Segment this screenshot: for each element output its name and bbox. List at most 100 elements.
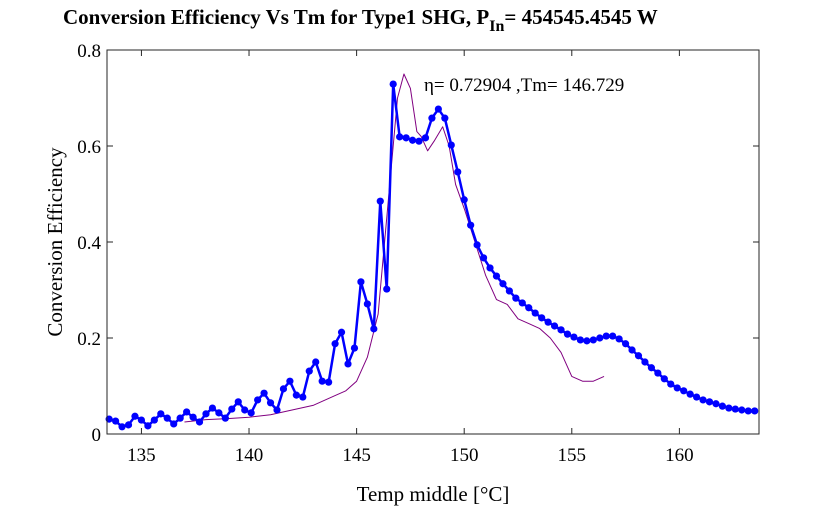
- marker: [228, 405, 236, 413]
- marker: [370, 325, 378, 333]
- marker: [525, 304, 533, 312]
- marker: [751, 407, 759, 415]
- marker: [550, 322, 559, 330]
- marker: [654, 369, 662, 377]
- marker: [454, 168, 462, 176]
- marker: [667, 380, 675, 388]
- marker: [473, 241, 481, 249]
- marker: [583, 337, 591, 345]
- marker: [241, 406, 249, 414]
- marker: [576, 336, 584, 344]
- marker: [415, 137, 423, 145]
- marker: [544, 318, 552, 326]
- marker: [396, 133, 404, 141]
- marker: [383, 285, 391, 293]
- marker: [738, 406, 746, 414]
- marker: [189, 413, 197, 421]
- marker: [744, 407, 752, 415]
- y-tick-label: 0: [92, 425, 102, 446]
- marker: [279, 385, 288, 393]
- marker: [686, 390, 694, 398]
- marker: [467, 221, 475, 229]
- marker: [699, 396, 707, 404]
- marker: [725, 404, 733, 412]
- series-line: [184, 73, 605, 423]
- marker: [718, 402, 727, 410]
- marker: [318, 377, 326, 385]
- marker: [447, 141, 455, 149]
- marker: [183, 408, 191, 416]
- plot-area: [105, 73, 759, 431]
- marker: [692, 393, 701, 401]
- marker: [131, 412, 139, 420]
- marker: [124, 421, 133, 429]
- marker: [557, 326, 565, 334]
- marker: [441, 114, 449, 122]
- marker: [499, 280, 507, 288]
- marker: [647, 364, 656, 372]
- marker: [344, 360, 352, 368]
- title-main: Conversion Efficiency Vs Tm for Type1 SH…: [63, 5, 489, 29]
- marker: [512, 294, 520, 302]
- marker: [712, 400, 720, 408]
- marker: [538, 314, 546, 322]
- marker: [705, 398, 714, 406]
- marker: [208, 404, 217, 412]
- marker: [402, 134, 410, 142]
- marker: [337, 328, 346, 336]
- chart-title: Conversion Efficiency Vs Tm for Type1 SH…: [63, 5, 658, 35]
- marker: [247, 409, 255, 417]
- x-axis-label: Temp middle [°C]: [357, 482, 510, 506]
- marker: [254, 396, 262, 404]
- marker: [628, 346, 636, 354]
- marker: [357, 278, 365, 286]
- marker: [479, 254, 488, 262]
- marker: [731, 405, 739, 413]
- marker: [221, 414, 229, 422]
- marker: [215, 409, 223, 417]
- marker: [137, 416, 146, 424]
- marker: [363, 300, 371, 308]
- marker: [273, 406, 281, 414]
- x-tick-label: 140: [235, 445, 264, 466]
- marker: [486, 264, 494, 272]
- y-tick-label: 0.6: [77, 137, 101, 158]
- marker: [460, 196, 468, 204]
- x-tick-label: 150: [450, 445, 479, 466]
- x-tick-label: 160: [665, 445, 694, 466]
- x-tick-label: 155: [558, 445, 587, 466]
- marker: [170, 420, 178, 428]
- marker: [176, 414, 184, 422]
- marker: [505, 287, 513, 295]
- marker: [641, 358, 649, 366]
- title-suffix: = 454545.4545 W: [504, 5, 657, 29]
- marker: [609, 332, 617, 340]
- y-tick-label: 0.2: [77, 329, 101, 350]
- marker: [331, 340, 339, 348]
- marker: [202, 410, 210, 418]
- marker: [292, 391, 300, 399]
- marker: [570, 333, 578, 341]
- x-tick-label: 145: [342, 445, 371, 466]
- marker: [376, 197, 384, 205]
- marker: [621, 340, 630, 348]
- marker: [299, 393, 307, 401]
- y-axis-label: Conversion Efficiency: [43, 147, 67, 337]
- marker: [408, 136, 417, 144]
- marker: [673, 384, 681, 392]
- marker: [195, 418, 204, 426]
- marker: [157, 410, 165, 418]
- marker: [350, 344, 359, 352]
- marker: [589, 336, 597, 344]
- marker: [112, 417, 120, 425]
- marker: [144, 422, 152, 430]
- marker: [305, 367, 313, 375]
- marker: [389, 80, 397, 88]
- marker: [150, 416, 158, 424]
- marker: [602, 332, 610, 340]
- marker: [325, 378, 333, 386]
- marker: [615, 335, 623, 343]
- marker: [518, 299, 526, 307]
